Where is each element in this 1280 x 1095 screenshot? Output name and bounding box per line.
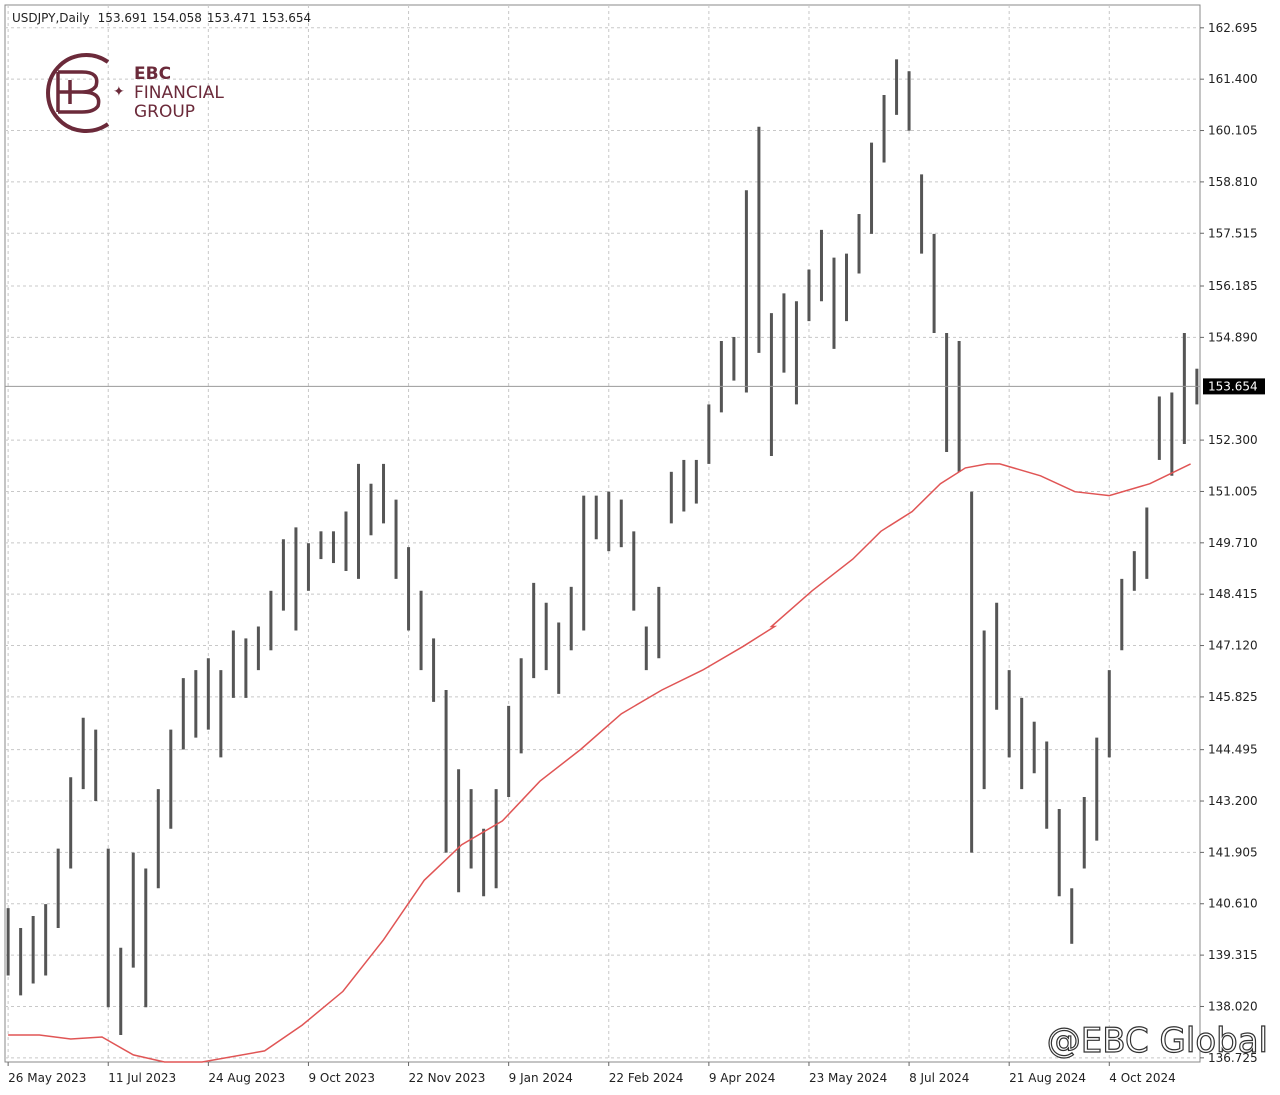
x-tick-label: 24 Aug 2023 [208,1071,285,1085]
logo-text: EBC [134,64,171,84]
y-tick-label: 152.300 [1208,433,1258,447]
y-tick-label: 148.415 [1208,587,1258,601]
y-tick-label: 160.105 [1208,124,1258,138]
ohlc-value: 153.471 [207,11,257,25]
plot-frame [4,4,1201,1063]
marks [5,59,1200,1063]
y-tick-label: 144.495 [1208,743,1258,757]
ohlc-value: 154.058 [152,11,202,25]
y-tick-label: 156.185 [1208,279,1258,293]
x-tick-label: 8 Jul 2024 [909,1071,969,1085]
y-tick-label: 162.695 [1208,21,1258,35]
x-tick-label: 22 Feb 2024 [609,1071,684,1085]
y-tick-label: 139.315 [1208,948,1258,962]
y-tick-label: 161.400 [1208,72,1258,86]
y-tick-label: 140.610 [1208,897,1258,911]
y-tick-label: 151.005 [1208,484,1258,498]
ohlc-value: 153.691 [98,11,148,25]
y-tick-label: 149.710 [1208,536,1258,550]
x-tick-label: 9 Oct 2023 [308,1071,375,1085]
x-tick-label: 11 Jul 2023 [108,1071,176,1085]
chart-header: USDJPY,Daily 153.691 154.058 153.471 153.654 [12,11,311,25]
logo: ✦ EBC FINANCIAL GROUP [46,53,224,133]
current-price-label: 153.654 [1208,379,1258,393]
x-tick-label: 9 Apr 2024 [709,1071,776,1085]
x-tick-label: 23 May 2024 [809,1071,887,1085]
y-tick-label: 147.120 [1208,639,1258,653]
symbol: USDJPY,Daily [12,11,90,25]
x-tick-label: 26 May 2023 [8,1071,86,1085]
y-tick-label: 143.200 [1208,794,1258,808]
y-tick-label: 158.810 [1208,175,1258,189]
y-tick-label: 157.515 [1208,226,1258,240]
logo-ring [46,53,110,133]
y-tick-label: 141.905 [1208,845,1258,859]
x-tick-label: 21 Aug 2024 [1009,1071,1086,1085]
x-tick-label: 4 Oct 2024 [1109,1071,1176,1085]
x-tick-label: 22 Nov 2023 [409,1071,486,1085]
watermark: @EBC Global [1047,1021,1268,1061]
y-tick-label: 136.725 [1208,1051,1258,1065]
y-tick-label: 154.890 [1208,330,1258,344]
y-tick-label: 138.020 [1208,999,1258,1013]
x-tick-label: 9 Jan 2024 [509,1071,573,1085]
y-tick-label: 145.825 [1208,690,1258,704]
moving-average [8,463,1191,1063]
logo-mark [56,70,101,114]
grid [5,5,1204,1066]
logo-text: FINANCIAL [134,83,224,103]
ohlc-value: 153.654 [262,11,312,25]
logo-star: ✦ [113,84,125,100]
logo-text: GROUP [134,102,195,122]
current-price-box [1203,378,1265,395]
